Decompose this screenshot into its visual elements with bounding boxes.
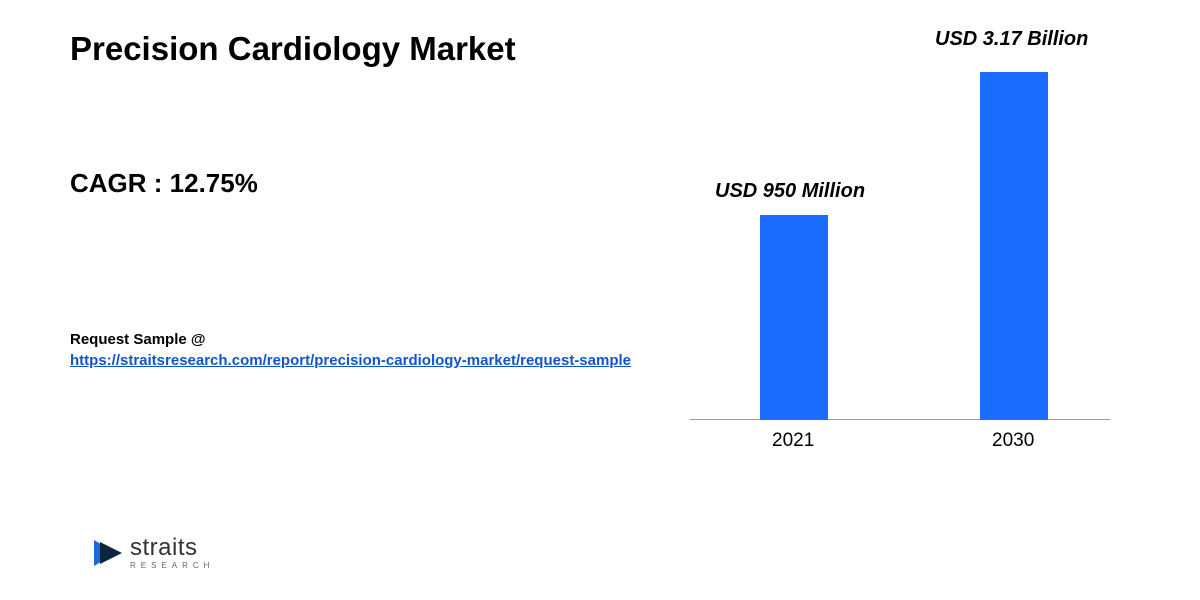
logo-main-text: straits bbox=[130, 536, 214, 560]
logo-text: straits RESEARCH bbox=[130, 536, 214, 570]
cagr-metric: CAGR : 12.75% bbox=[70, 168, 640, 199]
page-title: Precision Cardiology Market bbox=[70, 30, 640, 68]
brand-logo: straits RESEARCH bbox=[90, 536, 214, 570]
chart-area: USD 950 Million 2021 USD 3.17 Billion 2030 bbox=[660, 20, 1140, 460]
logo-front-triangle bbox=[100, 542, 122, 564]
left-panel: Precision Cardiology Market CAGR : 12.75… bbox=[0, 0, 640, 600]
request-sample-block: Request Sample @ https://straitsresearch… bbox=[70, 329, 640, 371]
bar-value-label-2021: USD 950 Million bbox=[715, 180, 865, 203]
bar-chart: USD 950 Million 2021 USD 3.17 Billion 2030 bbox=[660, 20, 1140, 460]
infographic-container: Precision Cardiology Market CAGR : 12.75… bbox=[0, 0, 1200, 600]
sample-link[interactable]: https://straitsresearch.com/report/preci… bbox=[70, 350, 640, 371]
x-axis-label-2030: 2030 bbox=[992, 430, 1034, 452]
bar-value-label-2030: USD 3.17 Billion bbox=[935, 28, 1088, 51]
logo-sub-text: RESEARCH bbox=[130, 562, 214, 570]
x-axis-label-2021: 2021 bbox=[772, 430, 814, 452]
bar-2021 bbox=[760, 215, 828, 420]
sample-prefix: Request Sample @ bbox=[70, 331, 206, 348]
bar-2030 bbox=[980, 72, 1048, 420]
logo-icon bbox=[90, 538, 124, 568]
